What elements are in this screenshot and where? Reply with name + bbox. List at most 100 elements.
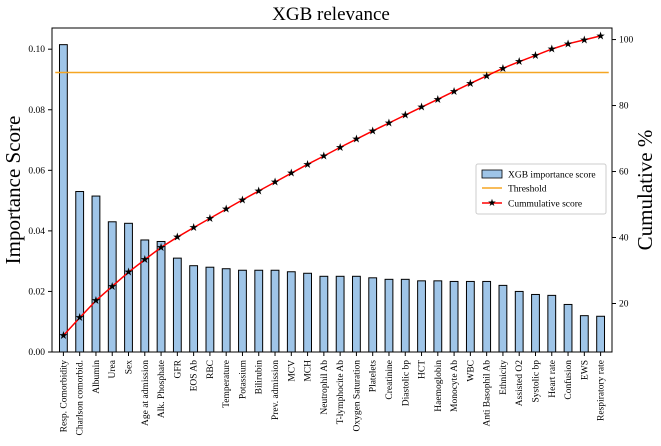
legend-label-bar: XGB importance score	[508, 171, 596, 181]
cumulative-point: ★	[482, 70, 492, 82]
legend-label-cumulative: Cummulative score	[508, 200, 582, 210]
cumulative-point: ★	[124, 267, 134, 279]
y-tick-label: 0.00	[28, 348, 45, 358]
bar	[400, 278, 410, 353]
x-tick-label: Creatinine	[385, 360, 395, 400]
x-tick-label: MCV	[287, 360, 297, 382]
cumulative-point: ★	[400, 110, 410, 122]
plot-area: 0.00 0.02 0.04 0.06 0.08 0.10 20 40 60 80 100 Resp.…	[28, 30, 633, 435]
x-tick-label: GFR	[173, 359, 183, 378]
bar	[433, 280, 443, 353]
bar	[124, 222, 133, 353]
cumulative-point: ★	[156, 242, 166, 254]
legend-marker-cumulative: ★	[488, 198, 497, 209]
legend-label-threshold: Threshold	[508, 185, 547, 195]
cumulative-point: ★	[172, 232, 182, 244]
bar	[352, 275, 361, 353]
bar	[547, 294, 557, 353]
y2-tick-label: 20	[619, 299, 629, 309]
bar	[384, 278, 394, 353]
bar	[75, 191, 85, 353]
bar	[335, 275, 345, 353]
cumulative-point: ★	[433, 94, 443, 106]
cumulative-point: ★	[417, 102, 427, 114]
x-tick-label: EOS Ab	[190, 360, 200, 392]
x-tick-label: Heart rate	[548, 360, 558, 398]
x-tick-label: Temperature	[222, 360, 232, 408]
y-tick-label: 0.02	[28, 287, 45, 297]
bar	[286, 271, 296, 353]
bar	[579, 315, 589, 353]
cumulative-point: ★	[465, 78, 475, 90]
bar	[514, 290, 524, 353]
bar	[465, 280, 475, 353]
x-tick-label: Age at admission	[141, 360, 151, 426]
bar	[205, 266, 215, 353]
cumulative-point: ★	[563, 38, 573, 50]
x-tick-label: Systolic bp	[531, 360, 541, 403]
bar	[417, 280, 426, 353]
bar	[58, 44, 68, 353]
x-tick-label: MCH	[304, 360, 314, 382]
y-axis-label: Importance Score	[1, 116, 25, 265]
x-tick-label: Alk. Phosphate	[157, 360, 167, 418]
bar	[221, 268, 231, 353]
cumulative-point: ★	[303, 159, 313, 171]
cumulative-point: ★	[449, 86, 459, 98]
x-tick-label: Charlson comorbid.	[76, 360, 86, 435]
bar	[303, 272, 312, 353]
x-tick-label: Confusion	[563, 360, 574, 400]
cumulative-point: ★	[384, 118, 394, 130]
x-tick-label: Albumin	[92, 360, 102, 394]
plot-frame	[51, 27, 613, 353]
cumulative-point: ★	[514, 56, 524, 68]
chart-title: XGB relevance	[272, 4, 390, 25]
legend: XGB importance score Threshold ★ Cummula…	[475, 163, 607, 215]
cumulative-point: ★	[75, 312, 85, 324]
cumulative-point: ★	[531, 50, 541, 62]
cumulative-point: ★	[579, 34, 589, 46]
y-tick-label: 0.08	[28, 106, 45, 116]
cumulative-point: ★	[368, 125, 378, 137]
bar	[156, 240, 166, 353]
x-tick-label: RBC	[206, 360, 216, 379]
x-tick-label: Assisted O2	[515, 360, 525, 406]
cumulative-point: ★	[286, 168, 296, 180]
y2-tick-label: 60	[619, 168, 629, 178]
x-tick-label: Bilirubin	[255, 360, 265, 395]
bar	[498, 284, 508, 353]
bar	[172, 257, 182, 353]
x-tick-label: Prev. admission	[271, 360, 281, 420]
cumulative-point: ★	[270, 177, 280, 189]
legend-swatch-bar	[481, 169, 503, 179]
x-tick-label: Neutrophil Ab	[320, 360, 330, 415]
cumulative-point: ★	[596, 30, 606, 42]
cumulative-point: ★	[351, 134, 361, 146]
bar	[596, 315, 606, 353]
bar	[91, 195, 101, 353]
cumulative-point: ★	[319, 151, 329, 163]
x-tick-label: EWS	[580, 360, 590, 380]
cumulative-line	[62, 35, 601, 337]
bar	[482, 280, 492, 353]
y2-tick-label: 100	[619, 36, 634, 46]
y-tick-label: 0.10	[28, 45, 45, 55]
bar	[531, 293, 540, 353]
x-tick-label: Anti Basophil Ab	[483, 360, 493, 427]
cumulative-point: ★	[254, 185, 264, 197]
x-tick-label: Urea	[108, 359, 118, 378]
cumulative-point: ★	[221, 204, 231, 216]
x-tick-label: HCT	[418, 360, 428, 379]
cumulative-point: ★	[189, 222, 199, 234]
x-tick-label: WBC	[466, 360, 476, 382]
y2-axis-label: Cumulative %	[633, 130, 657, 251]
legend-box	[475, 163, 607, 215]
bar	[270, 269, 280, 353]
x-tick-label: Ethnicity	[499, 360, 509, 395]
bar	[238, 269, 247, 353]
x-tick-label: Resp. Comorbidity	[59, 360, 69, 433]
cumulative-point: ★	[205, 213, 215, 225]
x-tick-label: Diastolic bp	[401, 360, 411, 406]
cumulative-point: ★	[547, 44, 557, 56]
cumulative-point: ★	[238, 194, 248, 206]
